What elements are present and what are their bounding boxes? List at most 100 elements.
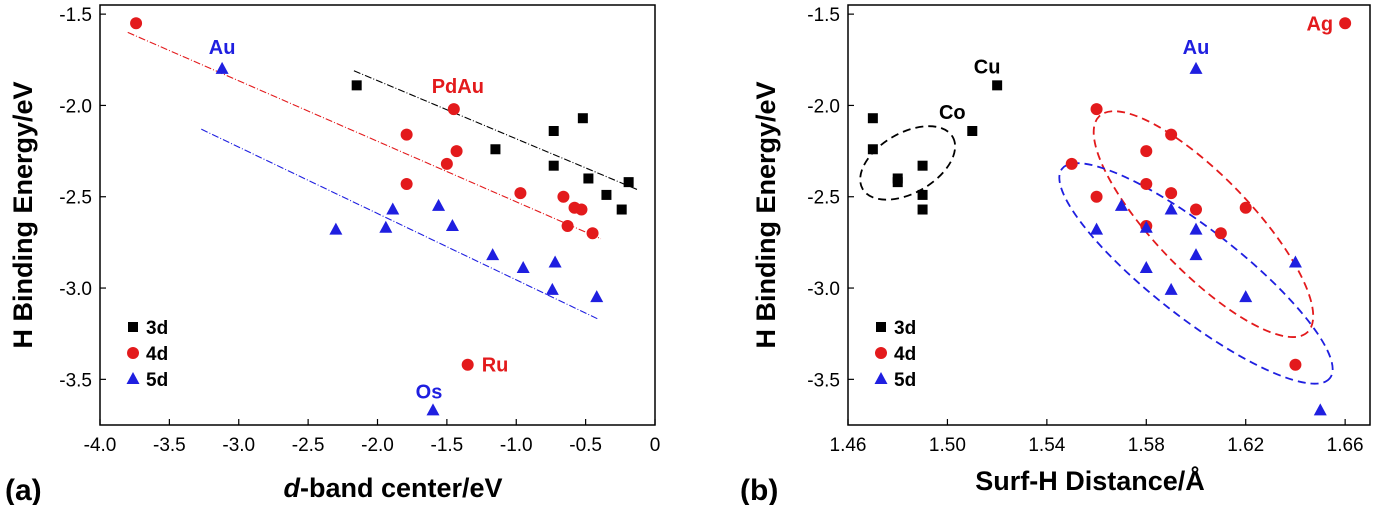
chart-a-point-3d xyxy=(548,126,559,136)
chart-a-point-5d xyxy=(386,202,400,215)
chart-b-point-4d xyxy=(1239,201,1252,214)
chart-a-annotation: PdAu xyxy=(432,76,484,98)
chart-a-point-4d xyxy=(575,203,588,216)
chart-b-point-5d xyxy=(1090,222,1104,235)
chart-b-ytick-label: -3.5 xyxy=(807,370,840,391)
chart-a-xtick-label: -2.5 xyxy=(292,435,325,456)
chart-a-point-5d xyxy=(329,222,343,235)
chart-b-xtick-label: 1.66 xyxy=(1327,435,1364,456)
chart-a-point-4d xyxy=(561,219,574,232)
chart-b-point-3d xyxy=(892,177,903,188)
chart-b-ytick-label: -2.0 xyxy=(807,96,840,117)
chart-a-xtick-label: -0.5 xyxy=(569,435,602,456)
chart-a-ytick-label: -2.5 xyxy=(59,188,92,209)
chart-a-point-3d xyxy=(548,160,559,171)
chart-a-xtick-label: -1.0 xyxy=(500,435,533,456)
chart-a-point-4d xyxy=(130,17,143,30)
chart-a-xtick-label: -2.0 xyxy=(361,435,394,456)
chart-b-legend-marker-3d xyxy=(876,322,886,332)
chart-b-annotation: Ag xyxy=(1306,13,1333,35)
chart-a-point-5d xyxy=(548,255,562,268)
chart-b-point-4d xyxy=(1165,187,1178,200)
chart-b-point-4d xyxy=(1065,157,1078,170)
chart-b-legend-label: 3d xyxy=(894,318,916,339)
chart-a-point-5d xyxy=(426,403,440,416)
chart-a-legend-label: 4d xyxy=(146,344,168,365)
chart-b-xtick-label: 1.46 xyxy=(830,435,867,456)
chart-b-point-5d xyxy=(1189,248,1203,261)
panel-label-b: (b) xyxy=(740,474,778,505)
chart-b-point-5d xyxy=(1164,202,1178,215)
chart-a-point-3d xyxy=(351,80,362,91)
chart-b-point-4d xyxy=(1190,203,1202,216)
chart-b-point-3d xyxy=(917,189,928,200)
chart-b-point-3d xyxy=(867,144,878,155)
chart-b-annotation: Co xyxy=(939,102,966,124)
chart-a-point-5d xyxy=(590,290,604,303)
panel-label-a: (a) xyxy=(5,474,42,505)
chart-a-ylabel: H Binding Energy/eV xyxy=(8,81,38,348)
chart-b-point-5d xyxy=(1139,220,1153,233)
chart-b-xlabel: Surf-H Distance/Å xyxy=(975,465,1205,496)
chart-a-xlabel: d-band center/eV xyxy=(283,473,502,503)
chart-a-point-4d xyxy=(586,227,599,240)
chart-b-frame xyxy=(847,4,1371,426)
chart-a-point-3d xyxy=(601,189,612,200)
chart-a-point-5d xyxy=(516,260,530,273)
chart-b-annotation: Au xyxy=(1183,37,1210,59)
chart-a-point-3d xyxy=(583,173,594,184)
chart-b-point-4d xyxy=(1090,190,1103,203)
chart-a-xtick-label: -3.5 xyxy=(153,435,186,456)
chart-a-point-5d xyxy=(445,218,459,231)
chart-b-point-4d xyxy=(1289,358,1302,371)
chart-a-point-4d xyxy=(400,177,413,190)
chart-a-xtick-label: -3.0 xyxy=(222,435,255,456)
chart-b-point-3d xyxy=(867,113,878,124)
chart-b-xtick-label: 1.50 xyxy=(929,435,966,456)
chart-b-point-3d xyxy=(917,204,928,215)
chart-b-point-5d xyxy=(1239,290,1253,303)
chart-a-legend-label: 3d xyxy=(146,318,168,339)
chart-b-xtick-label: 1.54 xyxy=(1028,435,1065,456)
chart-b-point-4d xyxy=(1140,177,1153,190)
chart-b-point-5d xyxy=(1189,222,1203,235)
chart-b-ytick-label: -1.5 xyxy=(807,5,840,26)
chart-a-frame xyxy=(99,4,656,426)
chart-a-point-4d xyxy=(440,157,453,170)
chart-a-point-4d xyxy=(400,128,413,141)
chart-a-point-3d xyxy=(577,113,588,124)
chart-b-cluster-ellipse xyxy=(1058,162,1334,385)
chart-a-point-3d xyxy=(616,204,627,215)
chart-a-fit-line xyxy=(127,31,602,240)
chart-a-fit-line xyxy=(353,70,638,190)
chart-a-xtick-label: 0 xyxy=(650,435,661,456)
chart-a-xtick-label: -4.0 xyxy=(84,435,117,456)
chart-b-ylabel: H Binding Energy/eV xyxy=(751,81,781,348)
chart-a-annotation: Au xyxy=(209,37,236,59)
chart-a-point-5d xyxy=(432,198,446,211)
chart-b-point-5d xyxy=(1288,255,1302,268)
chart-a-point-5d xyxy=(379,220,393,233)
chart-a-point-5d xyxy=(215,61,229,74)
chart-b-legend-marker-4d xyxy=(875,347,887,359)
chart-b-annotation: Cu xyxy=(974,56,1001,78)
chart-a-legend-marker-3d xyxy=(128,322,138,332)
chart-b-point-5d xyxy=(1189,61,1203,74)
chart-b-legend-marker-5d xyxy=(874,372,888,384)
chart-a-legend-label: 5d xyxy=(146,370,168,391)
chart-a-point-4d xyxy=(447,103,460,116)
chart-b-point-4d xyxy=(1165,128,1178,141)
chart-a-legend: 3d 4d 5d xyxy=(126,318,168,391)
chart-a-ytick-label: -3.5 xyxy=(59,370,92,391)
chart-b-xtick-label: 1.62 xyxy=(1227,435,1264,456)
chart-b-xtick-label: 1.58 xyxy=(1128,435,1165,456)
chart-b-legend-label: 4d xyxy=(894,344,916,365)
chart-a-point-5d xyxy=(545,282,559,295)
chart-a-point-3d xyxy=(490,144,501,155)
chart-a-point-4d xyxy=(514,187,527,200)
chart-b-point-5d xyxy=(1139,260,1153,273)
chart-a-point-4d xyxy=(450,145,463,158)
chart-b-cluster-ellipse xyxy=(1092,110,1315,338)
chart-b-point-3d xyxy=(917,160,928,171)
